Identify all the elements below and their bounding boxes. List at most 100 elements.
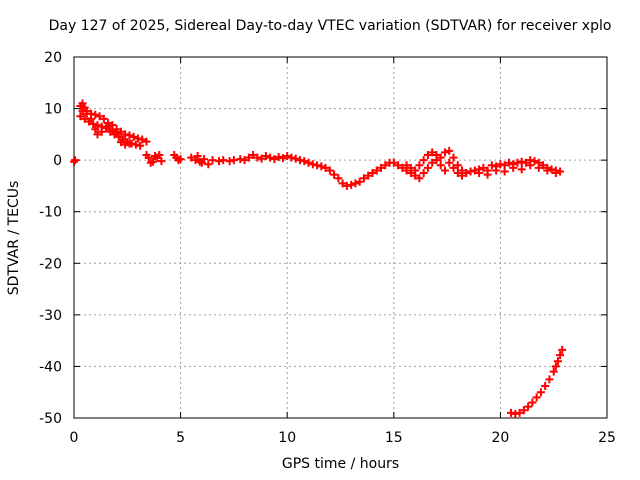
data-point — [475, 169, 484, 178]
data-point — [458, 171, 467, 180]
data-point — [519, 406, 528, 415]
data-point — [556, 167, 565, 176]
data-point — [509, 163, 518, 172]
data-point — [121, 140, 130, 149]
data-point — [359, 174, 368, 183]
data-point — [440, 166, 449, 175]
data-point — [487, 161, 496, 170]
data-point — [496, 160, 505, 169]
data-point — [415, 161, 424, 170]
x-tick-label: 5 — [176, 430, 185, 446]
data-point — [157, 157, 166, 166]
data-point — [406, 163, 415, 172]
data-point — [287, 153, 296, 162]
data-point — [193, 152, 202, 161]
data-point — [466, 167, 475, 176]
data-point — [295, 156, 304, 165]
data-point — [136, 141, 145, 150]
data-point — [187, 153, 196, 162]
y-tick-label: 10 — [44, 102, 62, 118]
data-point — [470, 166, 479, 175]
data-point — [547, 165, 556, 174]
data-point — [261, 152, 270, 161]
data-point — [176, 155, 185, 164]
chart-title: Day 127 of 2025, Sidereal Day-to-day VTE… — [48, 18, 612, 34]
data-point — [121, 130, 130, 139]
data-point — [321, 163, 330, 172]
y-tick-label: -10 — [39, 205, 62, 221]
data-point — [553, 357, 562, 366]
data-point — [419, 156, 428, 165]
data-point — [551, 362, 560, 371]
data-point — [91, 125, 100, 134]
data-point — [257, 154, 266, 163]
y-tick-label: 20 — [44, 50, 62, 66]
data-point — [419, 169, 428, 178]
data-point — [536, 388, 545, 397]
data-point — [99, 114, 108, 123]
data-point — [253, 153, 262, 162]
data-point — [513, 158, 522, 167]
data-point — [445, 146, 454, 155]
data-point — [515, 408, 524, 417]
data-point — [524, 402, 533, 411]
y-tick-label: -50 — [39, 411, 62, 427]
data-point — [200, 155, 209, 164]
data-point — [334, 174, 343, 183]
data-point — [317, 162, 326, 171]
data-point — [411, 171, 420, 180]
data-point — [517, 165, 526, 174]
data-point — [521, 158, 530, 167]
data-point — [278, 154, 287, 163]
data-point — [325, 166, 334, 175]
data-point — [483, 170, 492, 179]
data-point — [89, 120, 98, 129]
data-point — [291, 154, 300, 163]
data-point — [104, 122, 113, 131]
y-tick-label: -40 — [39, 359, 62, 375]
data-point — [144, 153, 153, 162]
data-point — [423, 163, 432, 172]
data-point — [532, 393, 541, 402]
data-point — [116, 127, 125, 136]
data-point — [108, 126, 117, 135]
data-point — [368, 169, 377, 178]
y-tick-label: -30 — [39, 308, 62, 324]
data-point — [389, 158, 398, 167]
data-point — [347, 180, 356, 189]
data-point — [93, 121, 102, 130]
data-point — [95, 112, 104, 121]
data-point — [93, 130, 102, 139]
x-axis-label: GPS time / hours — [281, 456, 400, 472]
data-point — [504, 158, 513, 167]
x-tick-label: 0 — [70, 430, 79, 446]
data-point — [449, 153, 458, 162]
data-point — [131, 140, 140, 149]
data-point — [558, 345, 567, 354]
data-point — [449, 163, 458, 172]
x-tick-label: 25 — [598, 430, 616, 446]
data-point — [511, 409, 520, 418]
data-point — [155, 150, 164, 159]
data-point — [517, 157, 526, 166]
data-point — [364, 171, 373, 180]
data-point — [219, 156, 228, 165]
data-point — [112, 129, 121, 138]
data-point — [70, 157, 78, 166]
data-point — [214, 157, 223, 166]
data-point — [526, 161, 535, 170]
data-point — [549, 367, 558, 376]
data-point — [436, 153, 445, 162]
data-point — [87, 114, 96, 123]
data-point — [125, 131, 134, 140]
data-point — [142, 137, 151, 146]
data-point — [492, 166, 501, 175]
data-point — [355, 177, 364, 186]
data-point — [436, 161, 445, 170]
data-point — [116, 138, 125, 147]
data-point — [541, 382, 550, 391]
data-point — [225, 157, 234, 166]
data-point — [82, 109, 91, 118]
data-point — [394, 161, 403, 170]
